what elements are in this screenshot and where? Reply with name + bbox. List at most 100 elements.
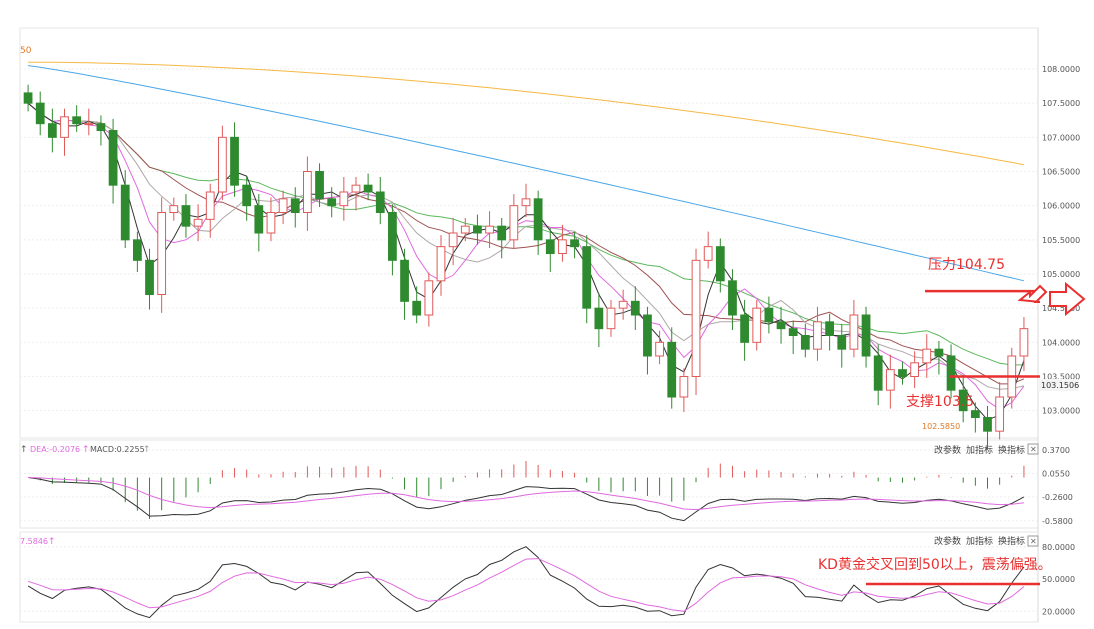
candle-body — [934, 348, 944, 357]
kd-value-label: 7.5846 — [20, 537, 48, 546]
candle-body — [363, 184, 373, 193]
candle-body — [509, 205, 519, 241]
candle-body — [800, 335, 810, 350]
candle-body — [35, 102, 45, 125]
main-y-tick-label: 106.0000 — [1042, 202, 1080, 211]
candle-body — [740, 314, 749, 343]
macd-add-indicator-button[interactable]: 加指标 — [966, 444, 993, 456]
candle-body — [47, 123, 57, 138]
candle-body — [242, 184, 252, 207]
candle-body — [108, 130, 118, 186]
kd-grid: 80.0000 50.0000 20.0000 — [20, 543, 1075, 616]
candle-body — [157, 212, 167, 295]
main-y-tick-label: 105.5000 — [1042, 236, 1080, 245]
macd-legend-arrow-3: ↑ — [143, 445, 151, 455]
kd-close-button[interactable] — [1027, 535, 1039, 547]
candle-body — [132, 239, 142, 261]
macd-switch-indicator-button[interactable]: 换指标 — [998, 444, 1025, 456]
ma-gray-line — [27, 102, 1025, 390]
right-arrow-icon — [1049, 281, 1086, 317]
macd-close-button[interactable] — [1027, 443, 1039, 455]
main-y-tick-label: 107.5000 — [1042, 99, 1080, 108]
candle-body — [521, 198, 531, 207]
candle-body — [752, 307, 762, 343]
main-y-tick-label: 108.0000 — [1042, 65, 1080, 74]
kd-change-params-button[interactable]: 改参数 — [934, 535, 961, 547]
candle-body — [885, 369, 895, 391]
support-label: 支撑103.5 — [906, 394, 974, 410]
macd-y-tick-label: 0.3700 — [1042, 446, 1070, 455]
candle-body — [910, 362, 920, 378]
candle-body — [205, 191, 215, 220]
candle-body — [266, 212, 276, 234]
candle-body — [388, 212, 397, 261]
candle-body — [849, 314, 859, 350]
candle-body — [691, 259, 701, 378]
candle-body — [169, 205, 179, 214]
candle-body — [655, 341, 664, 357]
candle-body — [339, 191, 349, 207]
macd-change-params-button[interactable]: 改参数 — [934, 444, 961, 456]
candle-body — [412, 300, 422, 316]
candle-body — [946, 355, 956, 391]
candle-body — [60, 116, 69, 138]
macd-label: MACD:0.2255 — [90, 445, 145, 454]
candle-body — [145, 259, 154, 296]
candle-body — [606, 307, 616, 330]
candle-body — [424, 280, 434, 316]
candle-body — [825, 321, 835, 337]
candle-body — [837, 335, 847, 350]
kd-switch-indicator-button[interactable]: 换指标 — [998, 535, 1025, 547]
candle-body — [193, 218, 203, 227]
candle-body — [448, 232, 458, 248]
candle-body — [303, 171, 312, 213]
candle-body — [436, 246, 446, 282]
candle-body — [473, 225, 482, 234]
candle-body — [788, 328, 798, 336]
macd-y-tick-label: -0.5800 — [1042, 517, 1073, 526]
candle-body — [290, 198, 300, 213]
candle-body — [958, 389, 968, 412]
macd-dea-line — [28, 477, 1024, 511]
macd-content — [28, 460, 1025, 522]
candle-body — [558, 239, 567, 254]
resistance-label: 压力104.75 — [928, 257, 1005, 273]
candle-body — [460, 225, 470, 234]
candle-body — [181, 205, 191, 227]
kd-y-tick-label: 80.0000 — [1042, 543, 1075, 552]
candle-body — [230, 136, 239, 186]
candle-body — [84, 123, 94, 126]
kd-y-tick-label: 20.0000 — [1042, 607, 1075, 616]
candle-body — [703, 246, 713, 261]
kd-content — [27, 546, 1025, 619]
candle-body — [327, 198, 337, 207]
macd-dif-line — [28, 477, 1025, 522]
kd-add-indicator-button[interactable]: 加指标 — [966, 535, 993, 547]
candle-body — [728, 280, 737, 316]
kd-panel-frame — [19, 531, 1039, 623]
candle-body — [217, 136, 227, 193]
main-y-tick-label: 106.5000 — [1042, 168, 1080, 177]
candle-body — [23, 92, 33, 104]
main-y-tick-label: 103.0000 — [1042, 407, 1080, 416]
kd-k-line — [27, 546, 1025, 619]
candle-body — [254, 205, 264, 234]
kd-d-line — [27, 558, 1025, 612]
candle-body — [315, 171, 324, 200]
candle-body — [764, 307, 774, 323]
candle-body — [120, 184, 130, 241]
macd-grid: 0.3700 0.0550 -0.2600 -0.5800 — [20, 446, 1073, 526]
ma-green-line — [27, 102, 1024, 366]
ma-blue-line — [28, 65, 1025, 282]
candle-body — [278, 198, 288, 213]
last-price-box — [1038, 379, 1078, 391]
candle-body — [351, 184, 361, 193]
candle-body — [545, 239, 555, 254]
candle-body — [776, 321, 786, 330]
candlesticks — [23, 84, 1029, 450]
up-arrow-icon — [1017, 284, 1048, 303]
main-y-tick-label: 105.0000 — [1042, 270, 1080, 279]
candle-body — [970, 410, 980, 418]
